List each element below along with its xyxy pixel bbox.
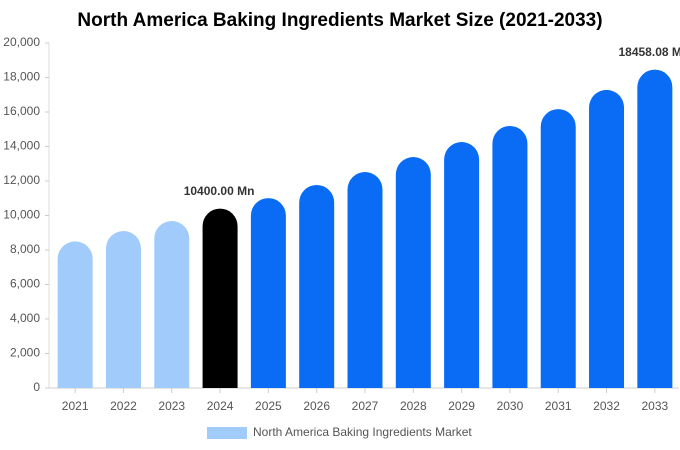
x-tick-label: 2021 bbox=[62, 399, 89, 413]
y-tick-label: 10,000 bbox=[3, 208, 40, 222]
x-tick-label: 2023 bbox=[158, 399, 185, 413]
y-tick-label: 8,000 bbox=[10, 242, 40, 256]
data-label: 10400.00 Mn bbox=[184, 184, 255, 198]
bar bbox=[540, 109, 576, 388]
bar bbox=[444, 142, 480, 388]
bar bbox=[395, 157, 431, 388]
bar bbox=[347, 172, 383, 388]
x-tick-label: 2026 bbox=[303, 399, 330, 413]
y-tick-label: 4,000 bbox=[10, 311, 40, 325]
x-tick-label: 2030 bbox=[497, 399, 524, 413]
bar bbox=[154, 221, 190, 388]
data-label: 18458.08 Mn bbox=[618, 45, 680, 59]
legend-swatch bbox=[207, 427, 247, 439]
bar bbox=[57, 241, 93, 388]
x-tick-label: 2031 bbox=[545, 399, 572, 413]
y-tick-label: 2,000 bbox=[10, 346, 40, 360]
y-tick-label: 16,000 bbox=[3, 104, 40, 118]
bar bbox=[492, 125, 528, 389]
x-tick-label: 2032 bbox=[593, 399, 620, 413]
bar bbox=[202, 208, 238, 388]
bar bbox=[105, 231, 141, 388]
bar bbox=[299, 184, 335, 388]
y-tick-label: 20,000 bbox=[3, 35, 40, 49]
x-tick-label: 2025 bbox=[255, 399, 282, 413]
y-tick-label: 0 bbox=[33, 380, 40, 394]
bar bbox=[637, 69, 673, 389]
y-tick-label: 18,000 bbox=[3, 70, 40, 84]
x-tick-label: 2027 bbox=[352, 399, 379, 413]
x-tick-label: 2022 bbox=[110, 399, 137, 413]
y-tick-label: 6,000 bbox=[10, 277, 40, 291]
x-tick-label: 2028 bbox=[400, 399, 427, 413]
x-tick-label: 2029 bbox=[448, 399, 475, 413]
y-tick-label: 14,000 bbox=[3, 139, 40, 153]
bar bbox=[250, 198, 286, 388]
bar bbox=[589, 89, 625, 389]
x-tick-label: 2024 bbox=[207, 399, 234, 413]
chart-title: North America Baking Ingredients Market … bbox=[77, 10, 602, 31]
y-tick-label: 12,000 bbox=[3, 173, 40, 187]
legend-label: North America Baking Ingredients Market bbox=[253, 425, 472, 439]
x-tick-label: 2033 bbox=[641, 399, 668, 413]
